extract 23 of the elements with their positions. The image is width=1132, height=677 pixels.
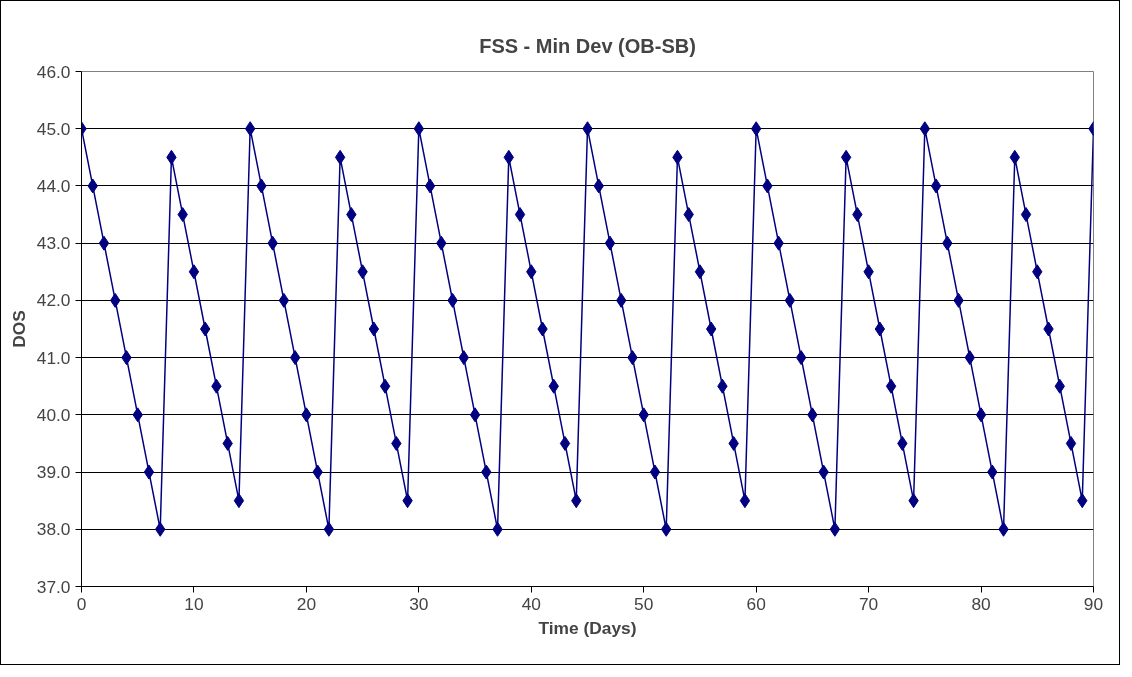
y-tick-label: 44.0 bbox=[36, 175, 71, 196]
chart-title: FSS - Min Dev (OB-SB) bbox=[479, 34, 696, 57]
x-tick-label: 20 bbox=[296, 593, 317, 614]
y-tick-label: 39.0 bbox=[36, 462, 71, 483]
x-tick-label: 80 bbox=[971, 593, 991, 614]
y-tick-label: 43.0 bbox=[36, 233, 71, 254]
x-tick-label: 30 bbox=[409, 593, 429, 614]
y-tick-label: 46.0 bbox=[36, 61, 71, 82]
x-tick-label: 60 bbox=[746, 593, 766, 614]
x-axis-title: Time (Days) bbox=[538, 617, 637, 638]
x-tick-label: 90 bbox=[1083, 593, 1104, 614]
y-tick-label: 40.0 bbox=[36, 404, 71, 425]
y-tick-label: 42.0 bbox=[36, 290, 71, 311]
y-tick-label: 41.0 bbox=[36, 347, 71, 368]
y-axis-title: DOS bbox=[8, 310, 29, 348]
y-tick-label: 37.0 bbox=[36, 576, 71, 597]
x-tick-label: 50 bbox=[634, 593, 654, 614]
x-tick-label: 0 bbox=[76, 593, 87, 614]
x-tick-label: 70 bbox=[858, 593, 879, 614]
x-tick-label: 10 bbox=[184, 593, 204, 614]
x-tick-label: 40 bbox=[521, 593, 541, 614]
y-tick-label: 45.0 bbox=[36, 118, 71, 139]
y-tick-label: 38.0 bbox=[36, 519, 71, 540]
